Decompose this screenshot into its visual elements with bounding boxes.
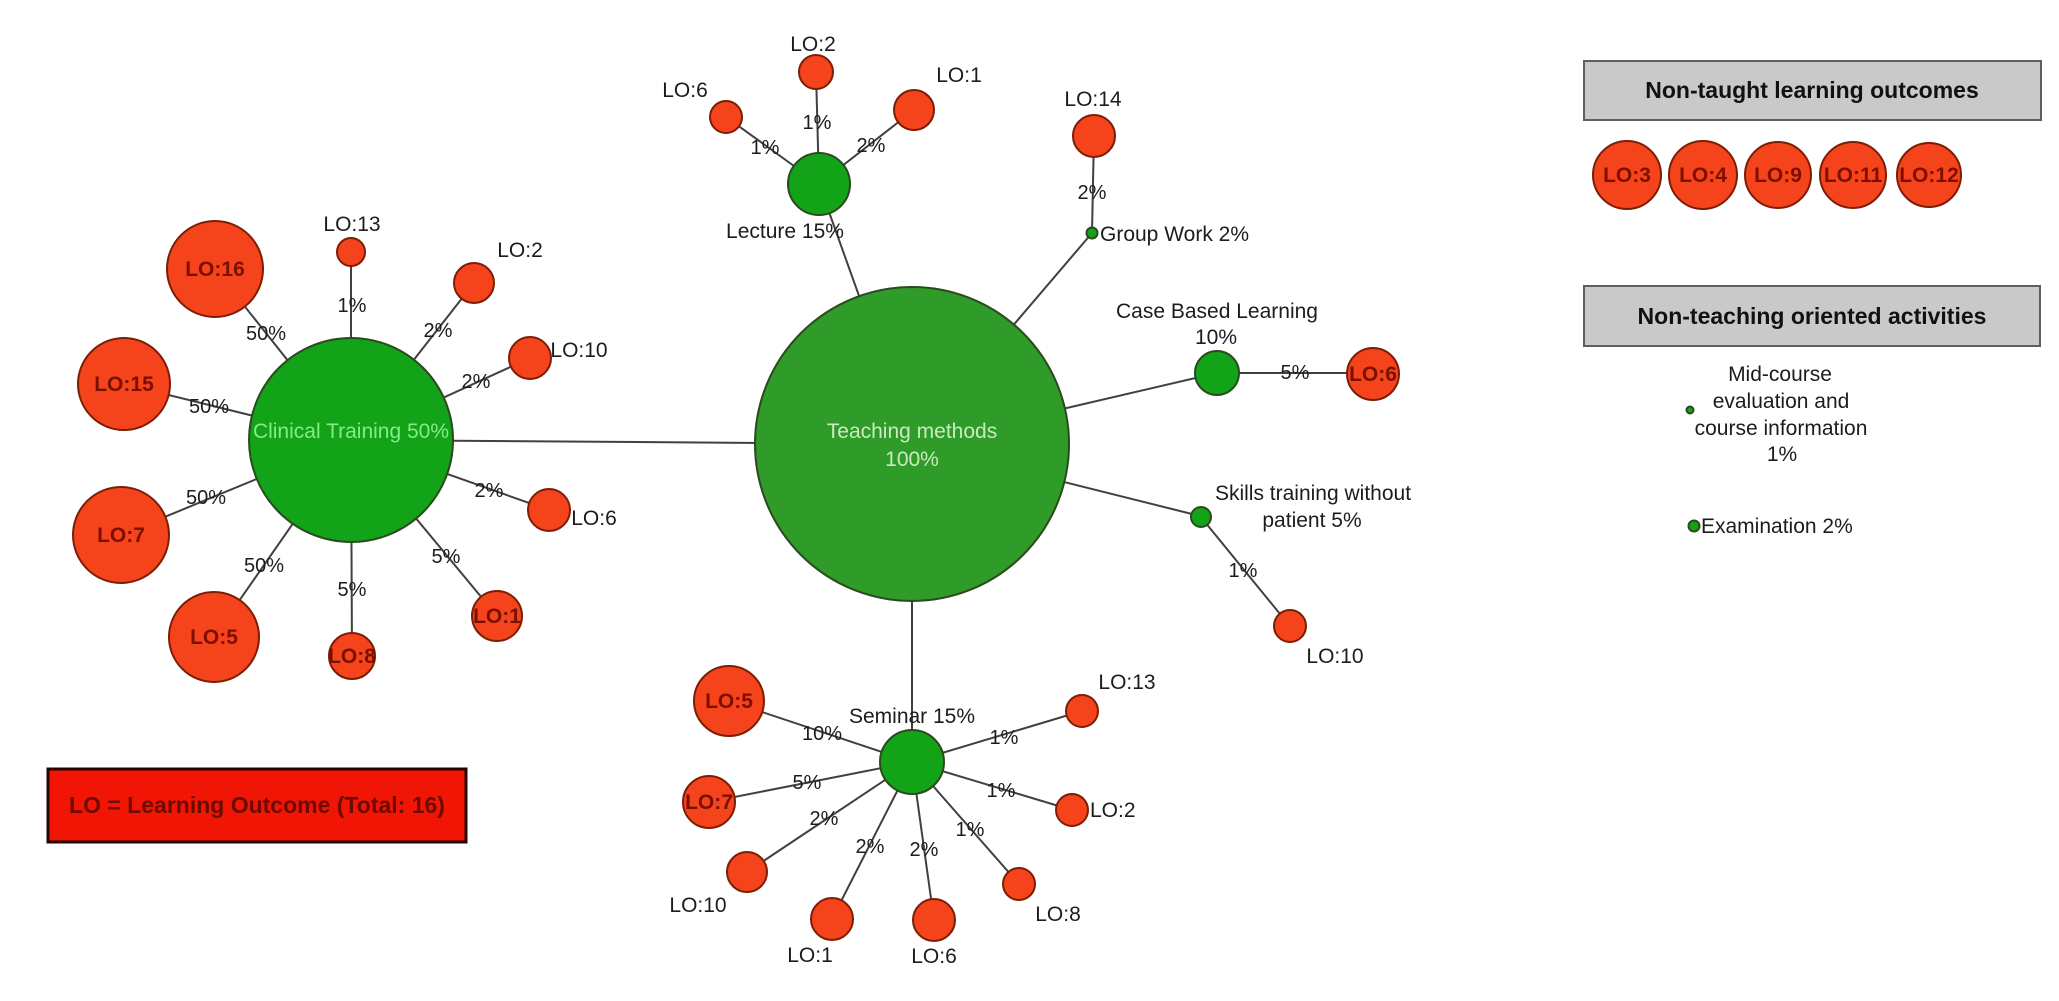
svg-text:10%: 10% [1195, 326, 1237, 349]
svg-text:2%: 2% [1078, 182, 1107, 204]
svg-text:2%: 2% [910, 839, 939, 861]
svg-text:100%: 100% [885, 448, 939, 471]
svg-text:2%: 2% [462, 371, 491, 393]
svg-text:2%: 2% [424, 320, 453, 342]
svg-text:LO:1: LO:1 [787, 944, 833, 967]
svg-text:Group Work 2%: Group Work 2% [1100, 223, 1249, 246]
svg-text:Seminar 15%: Seminar 15% [849, 705, 975, 728]
svg-text:Lecture 15%: Lecture 15% [726, 220, 844, 243]
svg-text:LO:6: LO:6 [662, 79, 708, 102]
svg-text:LO:6: LO:6 [571, 507, 617, 530]
svg-text:5%: 5% [338, 579, 367, 601]
svg-text:LO:1: LO:1 [473, 605, 521, 628]
svg-text:50%: 50% [189, 396, 229, 418]
svg-text:Non-taught learning outcomes: Non-taught learning outcomes [1645, 77, 1979, 103]
svg-text:LO:6: LO:6 [1349, 363, 1397, 386]
svg-text:1%: 1% [1229, 560, 1258, 582]
svg-text:LO:10: LO:10 [1306, 645, 1363, 668]
svg-text:course information: course information [1695, 417, 1868, 440]
svg-text:evaluation and: evaluation and [1713, 390, 1850, 413]
svg-text:50%: 50% [186, 487, 226, 509]
svg-text:LO:15: LO:15 [94, 373, 154, 396]
svg-text:LO:10: LO:10 [550, 339, 607, 362]
svg-text:2%: 2% [475, 480, 504, 502]
svg-text:LO:14: LO:14 [1064, 88, 1122, 111]
svg-text:50%: 50% [246, 323, 286, 345]
svg-text:LO:8: LO:8 [328, 645, 376, 668]
svg-text:Case Based Learning: Case Based Learning [1116, 300, 1318, 323]
svg-text:LO:3: LO:3 [1603, 164, 1651, 187]
svg-text:LO:13: LO:13 [323, 213, 380, 236]
svg-text:LO:2: LO:2 [497, 239, 543, 262]
svg-text:1%: 1% [987, 780, 1016, 802]
svg-text:patient 5%: patient 5% [1262, 509, 1361, 532]
svg-text:LO:8: LO:8 [1035, 903, 1081, 926]
svg-text:Mid-course: Mid-course [1728, 363, 1832, 386]
svg-text:2%: 2% [857, 135, 886, 157]
svg-text:LO:5: LO:5 [705, 690, 753, 713]
svg-text:LO:2: LO:2 [790, 33, 836, 56]
svg-text:50%: 50% [244, 555, 284, 577]
svg-text:10%: 10% [802, 723, 842, 745]
svg-text:LO:5: LO:5 [190, 626, 238, 649]
svg-text:LO:7: LO:7 [97, 524, 145, 547]
svg-text:5%: 5% [432, 546, 461, 568]
svg-text:Skills training without: Skills training without [1215, 482, 1411, 505]
svg-text:1%: 1% [990, 727, 1019, 749]
svg-text:Non-teaching oriented activiti: Non-teaching oriented activities [1638, 303, 1987, 329]
svg-text:2%: 2% [856, 836, 885, 858]
svg-text:LO:13: LO:13 [1098, 671, 1155, 694]
svg-text:LO:10: LO:10 [669, 894, 726, 917]
svg-text:LO:7: LO:7 [685, 791, 733, 814]
svg-text:2%: 2% [810, 808, 839, 830]
svg-text:LO:11: LO:11 [1824, 164, 1883, 187]
svg-text:LO:4: LO:4 [1679, 164, 1727, 187]
svg-text:LO:12: LO:12 [1899, 164, 1959, 187]
svg-text:1%: 1% [1767, 443, 1797, 466]
svg-text:Teaching methods: Teaching methods [827, 420, 997, 443]
svg-text:1%: 1% [956, 819, 985, 841]
svg-text:1%: 1% [338, 295, 367, 317]
svg-text:1%: 1% [803, 112, 832, 134]
svg-text:5%: 5% [1281, 362, 1310, 384]
svg-text:Clinical Training 50%: Clinical Training 50% [253, 420, 449, 443]
svg-text:LO:9: LO:9 [1754, 164, 1802, 187]
svg-text:1%: 1% [751, 137, 780, 159]
svg-text:Examination 2%: Examination 2% [1701, 515, 1853, 538]
svg-text:LO:6: LO:6 [911, 945, 957, 968]
svg-text:5%: 5% [793, 772, 822, 794]
svg-text:LO:2: LO:2 [1090, 799, 1136, 822]
svg-text:LO:16: LO:16 [185, 258, 245, 281]
svg-text:LO = Learning Outcome (Total:: LO = Learning Outcome (Total: 16) [69, 792, 445, 818]
svg-text:LO:1: LO:1 [936, 64, 982, 87]
